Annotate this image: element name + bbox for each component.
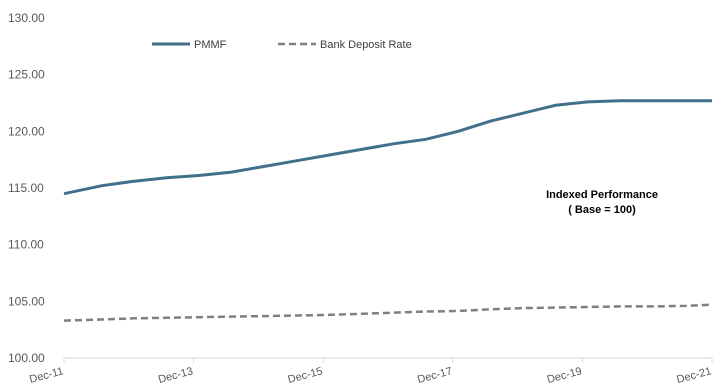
x-tick-label: Dec-21 <box>675 365 712 386</box>
legend-label: PMMF <box>194 39 227 51</box>
legend-label: Bank Deposit Rate <box>320 39 412 51</box>
annotation-line: ( Base = 100) <box>568 204 636 216</box>
annotation-line: Indexed Performance <box>546 189 658 201</box>
y-tick-label: 130.00 <box>8 11 45 25</box>
y-tick-label: 110.00 <box>8 238 44 252</box>
axes <box>63 357 713 363</box>
x-tick-label: Dec-17 <box>416 365 453 386</box>
y-tick-label: 100.00 <box>8 351 45 365</box>
series-lines <box>63 99 713 322</box>
legend: PMMF Bank Deposit Rate <box>152 39 412 51</box>
series-line-pmmf <box>63 99 712 196</box>
y-tick-label: 125.00 <box>8 68 45 82</box>
x-tick-label: Dec-11 <box>28 365 65 386</box>
y-tick-label: 115.00 <box>8 181 44 195</box>
x-tick-label: Dec-19 <box>546 365 583 386</box>
x-tick-label: Dec-15 <box>287 365 324 386</box>
y-tick-label: 105.00 <box>8 294 45 308</box>
x-tick-label: Dec-13 <box>157 365 194 386</box>
annotation: Indexed Performance ( Base = 100) <box>546 189 658 216</box>
series-line-bank-deposit-rate <box>63 303 713 322</box>
y-tick-label: 120.00 <box>8 124 45 138</box>
